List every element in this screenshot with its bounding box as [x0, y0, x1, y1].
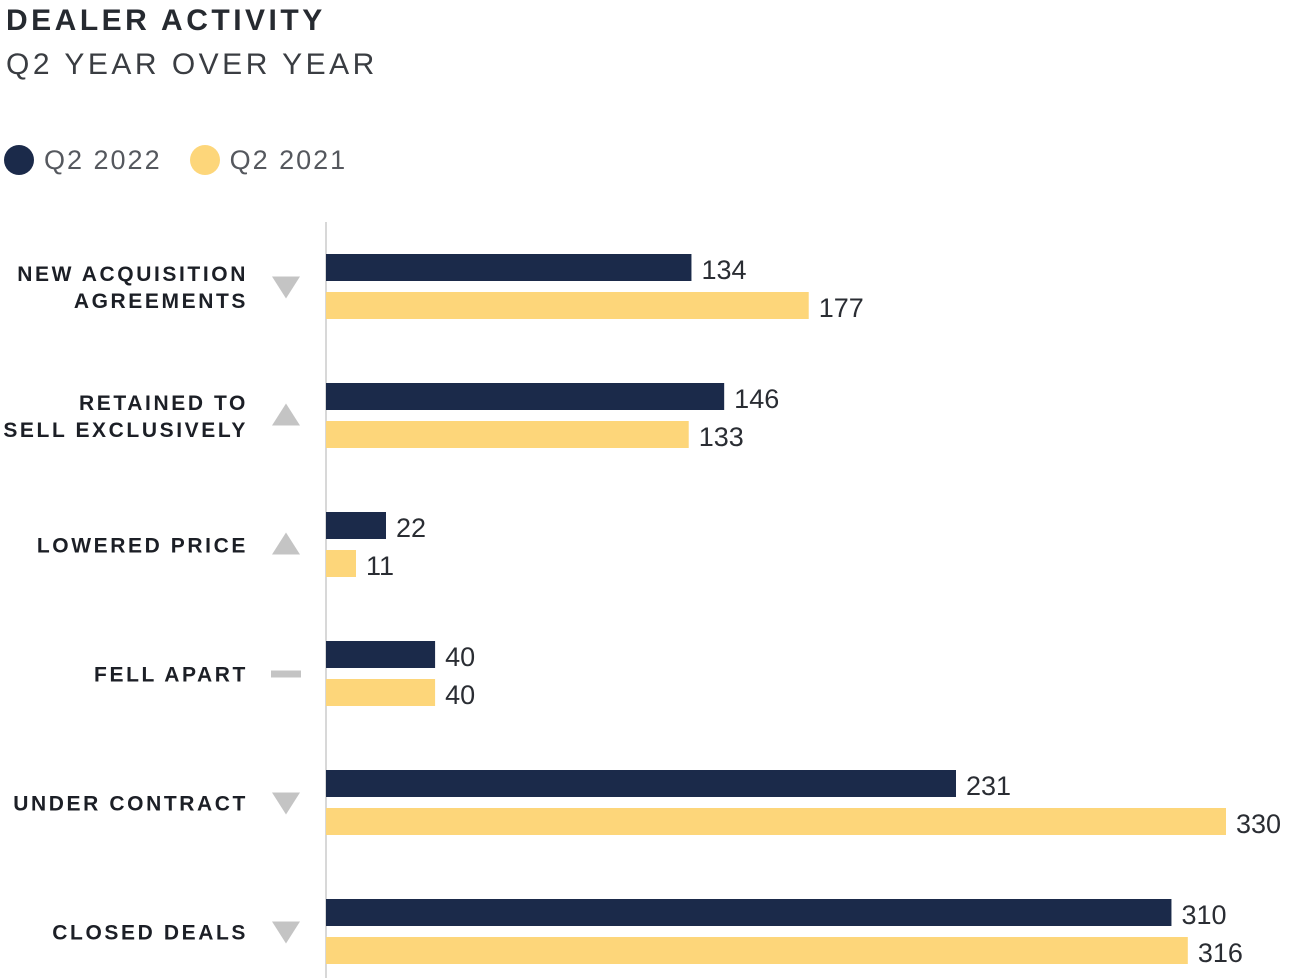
data-label: 316	[1198, 938, 1243, 968]
bar	[326, 770, 956, 797]
bar	[326, 292, 809, 319]
category-label: LOWERED PRICE	[37, 535, 248, 558]
data-label: 134	[701, 255, 746, 285]
data-label: 177	[819, 293, 864, 323]
data-label: 231	[966, 771, 1011, 801]
bar	[326, 937, 1188, 964]
bar	[326, 383, 725, 410]
trend-down-icon	[272, 921, 300, 944]
trend-up-icon	[272, 532, 300, 555]
data-label: 40	[445, 680, 475, 710]
bar	[326, 679, 436, 706]
data-label: 330	[1236, 809, 1281, 839]
category-label: FELL APART	[94, 664, 248, 687]
trend-down-icon	[272, 792, 300, 815]
chart-title: DEALER ACTIVITY	[6, 4, 326, 37]
data-label: 40	[445, 642, 475, 672]
category-label: SELL EXCLUSIVELY	[3, 419, 248, 442]
data-label: 11	[366, 551, 394, 581]
category-label: NEW ACQUISITION	[17, 263, 248, 286]
category-label: UNDER CONTRACT	[13, 793, 248, 816]
legend-label-q2-2022: Q2 2022	[44, 144, 162, 175]
data-label: 22	[396, 513, 426, 543]
bar	[326, 512, 386, 539]
category-label: RETAINED TO	[79, 392, 248, 415]
legend-item-q2-2021: Q2 2021	[189, 144, 348, 176]
chart-subtitle: Q2 YEAR OVER YEAR	[6, 48, 378, 81]
trend-flat-icon	[271, 670, 301, 678]
bar	[326, 550, 356, 577]
trend-down-icon	[272, 276, 300, 299]
legend-swatch-q2-2021	[189, 145, 220, 175]
chart-legend: Q2 2022 Q2 2021	[4, 140, 375, 180]
bar	[326, 808, 1226, 835]
bar	[326, 899, 1172, 926]
data-label: 310	[1181, 900, 1226, 930]
bar	[326, 641, 436, 668]
bar	[326, 254, 692, 281]
category-label: AGREEMENTS	[74, 290, 248, 313]
legend-item-q2-2022: Q2 2022	[4, 145, 162, 176]
legend-swatch-q2-2022	[4, 145, 34, 175]
trend-up-icon	[272, 403, 300, 426]
category-label: CLOSED DEALS	[52, 922, 248, 945]
data-label: 146	[734, 384, 779, 414]
data-label: 133	[699, 422, 744, 452]
bar	[326, 421, 689, 448]
legend-label-q2-2021: Q2 2021	[229, 144, 348, 175]
